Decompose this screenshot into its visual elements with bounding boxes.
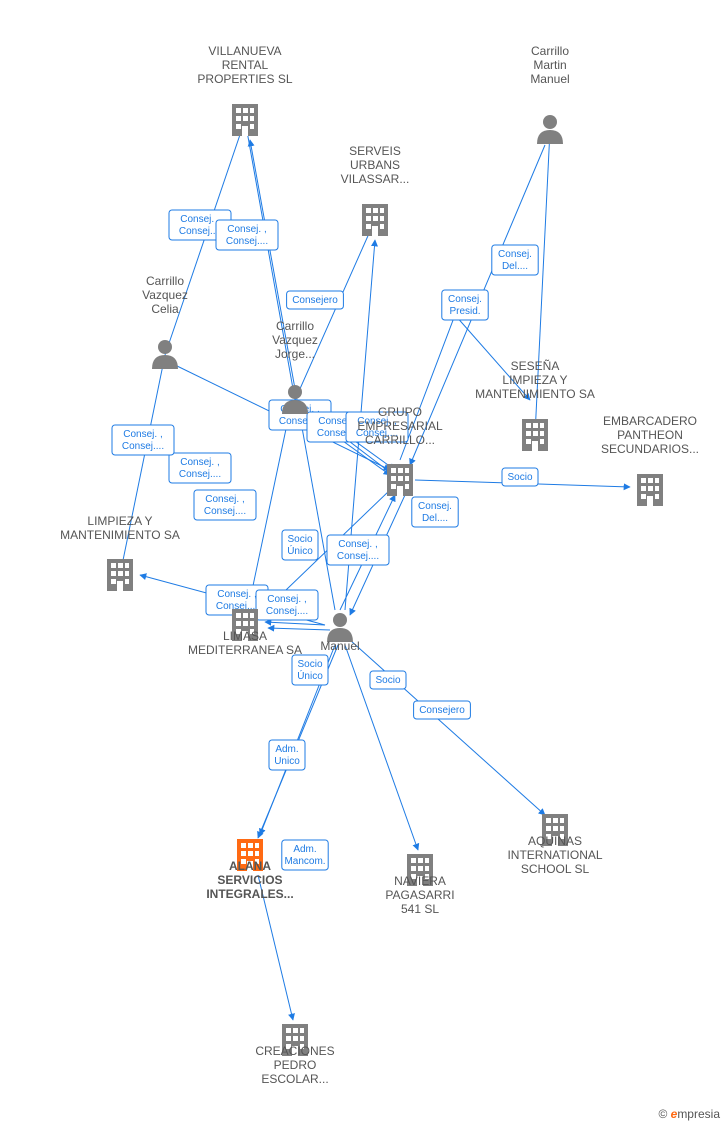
node-label: MANTENIMIENTO SA xyxy=(60,528,180,542)
node-label: INTERNATIONAL xyxy=(507,848,602,862)
footer-copyright: © empresia xyxy=(658,1107,720,1121)
edge-label-text: Consej. , xyxy=(180,214,219,225)
edge-label-text: Consejero xyxy=(292,295,338,306)
edge-label-text: Único xyxy=(287,544,313,557)
node-label: URBANS xyxy=(350,158,400,172)
edge-label-text: Del.... xyxy=(422,513,448,524)
edge-label-text: Adm. xyxy=(275,744,298,755)
edge-label-text: Socio xyxy=(507,472,532,483)
edge-label-text: Socio xyxy=(297,659,322,670)
edge-label-text: Consej.... xyxy=(179,226,221,237)
edge-label-text: Unico xyxy=(274,756,300,767)
building-icon xyxy=(522,419,548,451)
node-label: Carrillo xyxy=(146,274,184,288)
node-label: GRUPO xyxy=(378,405,422,419)
node-label: Vazquez xyxy=(142,288,188,302)
edge-label-text: Adm. xyxy=(293,844,316,855)
edge-label-text: Único xyxy=(297,669,323,682)
node-label: VILASSAR... xyxy=(341,172,410,186)
edge-label-text: Consej.... xyxy=(204,506,246,517)
edge-label-text: Socio xyxy=(287,534,312,545)
node-label: ESCOLAR... xyxy=(261,1072,328,1086)
node-label: Carrillo xyxy=(531,44,569,58)
node-label: SESEÑA xyxy=(511,359,560,373)
edge-label-text: Consej. , xyxy=(267,594,306,605)
node-label: LIMPIEZA Y xyxy=(87,514,152,528)
edge xyxy=(268,628,330,630)
node-label: AQUINAS xyxy=(528,834,582,848)
node-label: EMBARCADERO xyxy=(603,414,697,428)
node-label: NAVIERA xyxy=(394,874,446,888)
brand-rest: mpresia xyxy=(677,1107,720,1121)
node-label: Vazquez xyxy=(272,333,318,347)
node-label: LIMASA xyxy=(223,629,267,643)
edge-label-text: Consej.... xyxy=(122,441,164,452)
node-label: MANTENIMIENTO SA xyxy=(475,387,595,401)
edge-label-text: Consej.... xyxy=(179,469,221,480)
node-label: SCHOOL SL xyxy=(521,862,590,876)
node-label: CREACIONES xyxy=(255,1044,334,1058)
node-label: Jorge... xyxy=(275,347,315,361)
company-node[interactable] xyxy=(387,464,413,496)
edge-label-text: Consej.... xyxy=(337,551,379,562)
edge xyxy=(350,640,545,815)
person-node[interactable] xyxy=(537,115,563,144)
edge xyxy=(120,355,165,575)
network-diagram: Consej. ,Consej....Consej. ,Consej....Co… xyxy=(0,0,728,1125)
company-node[interactable] xyxy=(637,474,663,506)
node-label: SECUNDARIOS... xyxy=(601,442,699,456)
node-label: LIMPIEZA Y xyxy=(502,373,567,387)
node-label: ALANA xyxy=(229,859,271,873)
building-icon xyxy=(107,559,133,591)
node-label: RENTAL xyxy=(222,58,269,72)
edge-label-text: Mancom. xyxy=(284,856,325,867)
node-label: SERVICIOS xyxy=(217,873,282,887)
node-label: CARRILLO... xyxy=(365,433,435,447)
edge-label-text: Consej.... xyxy=(266,606,308,617)
edge-label-text: Consej. xyxy=(448,294,482,305)
node-label: VILLANUEVA xyxy=(208,44,281,58)
edge xyxy=(295,220,375,400)
node-label: SERVEIS xyxy=(349,144,401,158)
copyright-symbol: © xyxy=(658,1107,667,1121)
building-icon xyxy=(387,464,413,496)
edge-label-text: Consej.... xyxy=(226,236,268,247)
edge-label-text: Consej. , xyxy=(123,429,162,440)
edge-label-text: Consej. , xyxy=(227,224,266,235)
edge-label-text: Consej. , xyxy=(180,457,219,468)
node-label: EMPRESARIAL xyxy=(357,419,443,433)
node-label: MEDITERRANEA SA xyxy=(188,643,302,657)
person-node[interactable] xyxy=(327,613,353,642)
node-label: Carrillo xyxy=(276,319,314,333)
node-label: PANTHEON xyxy=(617,428,683,442)
edge-label-text: Del.... xyxy=(502,261,528,272)
company-node[interactable] xyxy=(522,419,548,451)
edge-label-text: Consej. xyxy=(498,249,532,260)
edge-label-text: Socio xyxy=(375,675,400,686)
company-node[interactable] xyxy=(362,204,388,236)
company-node[interactable] xyxy=(232,104,258,136)
edge-label-text: Consej. , xyxy=(338,539,377,550)
edge-label-text: Consejero xyxy=(419,705,465,716)
node-label: Celia xyxy=(151,302,179,316)
person-icon xyxy=(327,613,353,642)
node-label: PEDRO xyxy=(274,1058,317,1072)
node-label: PROPERTIES SL xyxy=(197,72,292,86)
node-label: INTEGRALES... xyxy=(206,887,293,901)
edge-label-text: Consej. , xyxy=(217,589,256,600)
node-label: PAGASARRI xyxy=(385,888,454,902)
node-label: Manuel xyxy=(320,639,359,653)
building-icon xyxy=(232,104,258,136)
edge-label-text: Presid. xyxy=(449,306,480,317)
company-node[interactable] xyxy=(107,559,133,591)
node-label: 541 SL xyxy=(401,902,439,916)
building-icon xyxy=(637,474,663,506)
building-icon xyxy=(362,204,388,236)
edge-label-text: Consej. , xyxy=(205,494,244,505)
edge-label-text: Consej. xyxy=(418,501,452,512)
node-label: Manuel xyxy=(530,72,569,86)
node-label: Martin xyxy=(533,58,566,72)
person-icon xyxy=(537,115,563,144)
